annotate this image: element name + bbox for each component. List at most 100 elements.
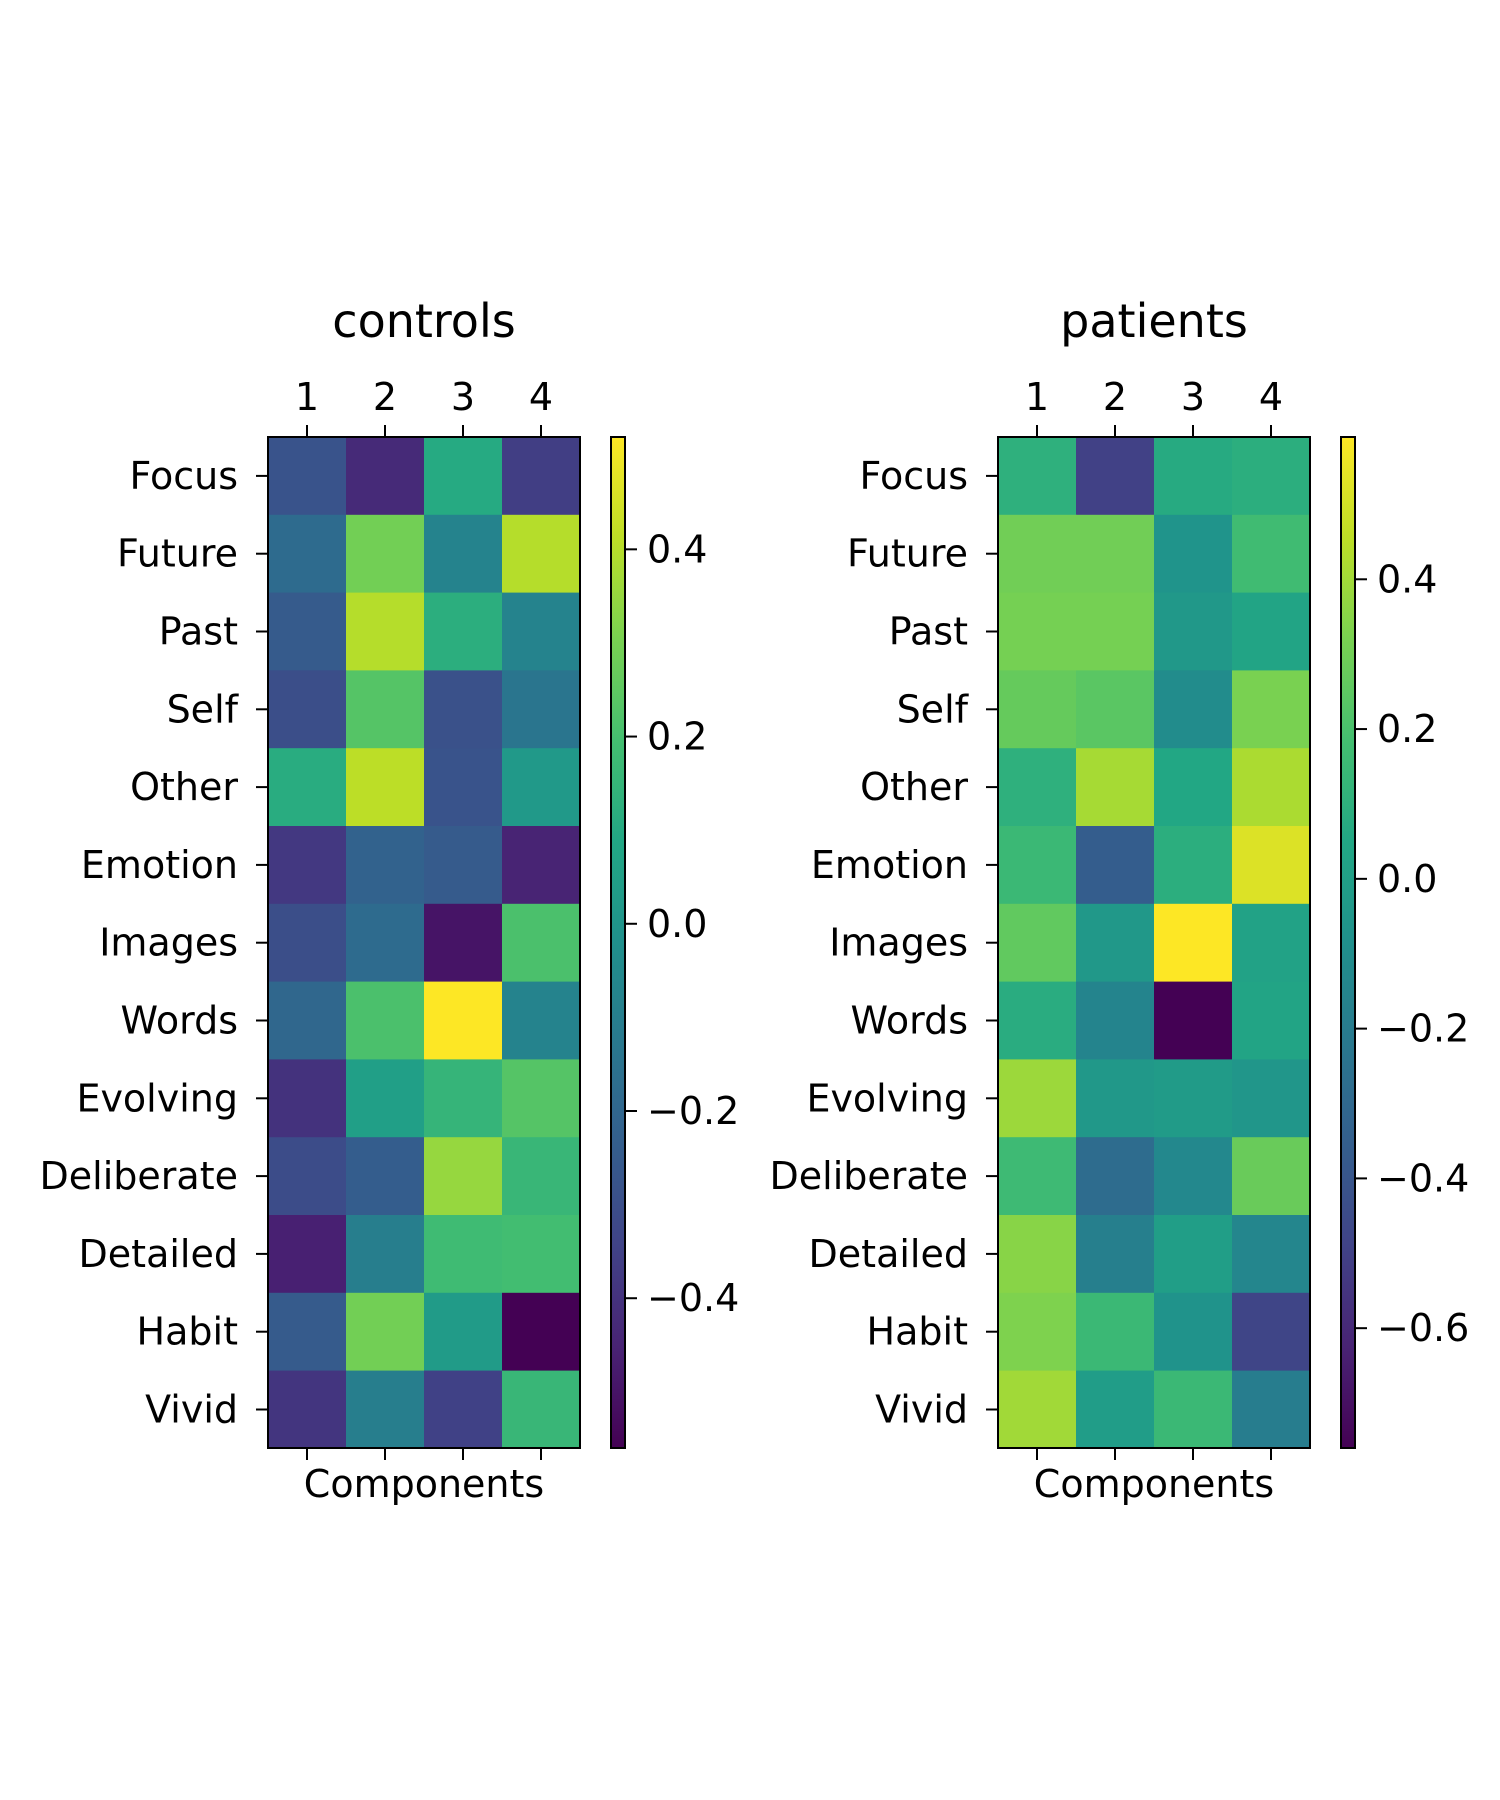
heatmap-cell bbox=[346, 1292, 425, 1372]
x-tick-label: 1 bbox=[295, 375, 319, 419]
heatmap-cell bbox=[502, 981, 581, 1060]
heatmap-cell bbox=[1076, 826, 1155, 905]
heatmap-cell bbox=[346, 903, 425, 983]
heatmap-cell bbox=[502, 903, 581, 983]
y-axis-ticks: Focus Future Past Self Other Emotion Images Wor… bbox=[770, 454, 998, 1432]
colorbar-gradient bbox=[1340, 436, 1356, 1449]
heatmap-cell bbox=[1076, 1215, 1155, 1294]
y-tick-label: Other bbox=[860, 765, 968, 809]
colorbar-tick-label: −0.2 bbox=[647, 1089, 739, 1133]
heatmap-cell bbox=[1232, 1292, 1311, 1372]
heatmap-cell bbox=[424, 592, 503, 671]
y-tick-label: Evolving bbox=[76, 1076, 238, 1120]
heatmap-cell bbox=[1076, 514, 1155, 594]
heatmap-cell bbox=[1076, 1370, 1155, 1449]
heatmap-cell bbox=[346, 592, 425, 671]
heatmap-cell bbox=[1076, 670, 1155, 749]
x-axis-ticks: 1 2 3 4 bbox=[295, 375, 553, 1460]
heatmap-cell bbox=[502, 592, 581, 671]
heatmap-cell bbox=[268, 1292, 347, 1372]
heatmap-cell bbox=[268, 1059, 347, 1138]
heatmap-cell bbox=[346, 1059, 425, 1138]
heatmap-cell bbox=[346, 1370, 425, 1449]
heatmap-cell bbox=[1154, 514, 1233, 594]
colorbar-tick-label: 0.2 bbox=[647, 715, 707, 759]
heatmap-cell bbox=[998, 748, 1077, 827]
y-tick-label: Habit bbox=[137, 1310, 238, 1354]
y-tick-label: Habit bbox=[867, 1310, 968, 1354]
x-tick-label: 1 bbox=[1025, 375, 1049, 419]
heatmap-cell bbox=[1076, 437, 1155, 516]
heatmap-cell bbox=[1232, 592, 1311, 671]
colorbar-tick-label: −0.4 bbox=[1377, 1156, 1469, 1200]
heatmap-cell bbox=[502, 1137, 581, 1216]
heatmap-cell bbox=[346, 1137, 425, 1216]
heatmap-cell bbox=[1154, 903, 1233, 983]
heatmap-cell bbox=[502, 1370, 581, 1449]
heatmap-cell bbox=[1076, 981, 1155, 1060]
y-tick-label: Past bbox=[889, 610, 968, 654]
colorbar-tick-label: −0.6 bbox=[1377, 1306, 1469, 1350]
heatmap-cell bbox=[424, 670, 503, 749]
heatmap-frame bbox=[267, 436, 581, 1449]
heatmap-cell bbox=[268, 1137, 347, 1216]
heatmap-cell bbox=[1154, 592, 1233, 671]
heatmap-cell bbox=[268, 670, 347, 749]
x-tick-label: 2 bbox=[373, 375, 397, 419]
colorbar-tick-label: −0.4 bbox=[647, 1276, 739, 1320]
y-tick-label: Emotion bbox=[81, 843, 238, 887]
colorbar-tick-label: 0.0 bbox=[1377, 857, 1437, 901]
y-tick-label: Self bbox=[897, 687, 970, 731]
y-tick-label: Detailed bbox=[79, 1232, 238, 1276]
heatmap-cell bbox=[1154, 670, 1233, 749]
heatmap-cell bbox=[1076, 592, 1155, 671]
y-tick-label: Focus bbox=[859, 454, 968, 498]
heatmap-cell bbox=[268, 981, 347, 1060]
heatmap-cell bbox=[1076, 748, 1155, 827]
heatmap-cell bbox=[424, 514, 503, 594]
x-axis-label: Components bbox=[304, 1462, 544, 1506]
heatmap-cell bbox=[424, 1370, 503, 1449]
colorbar-gradient bbox=[610, 436, 626, 1449]
heatmap-cell bbox=[346, 670, 425, 749]
y-tick-label: Other bbox=[130, 765, 238, 809]
heatmap-cell bbox=[1154, 1292, 1233, 1372]
heatmap-cell bbox=[424, 826, 503, 905]
y-tick-label: Vivid bbox=[145, 1388, 238, 1432]
colorbar-tick-label: 0.4 bbox=[647, 527, 707, 571]
y-tick-label: Past bbox=[159, 610, 238, 654]
heatmap-cell bbox=[1154, 1215, 1233, 1294]
heatmap-cell bbox=[424, 1059, 503, 1138]
heatmap-cell bbox=[1154, 981, 1233, 1060]
y-tick-label: Deliberate bbox=[40, 1154, 238, 1198]
chart-title: patients bbox=[1060, 294, 1248, 348]
chart-title: controls bbox=[332, 294, 515, 348]
heatmap-cell bbox=[502, 670, 581, 749]
heatmap-cell bbox=[1232, 514, 1311, 594]
heatmap-cell bbox=[998, 1370, 1077, 1449]
heatmap-cell bbox=[268, 903, 347, 983]
x-axis-label: Components bbox=[1034, 1462, 1274, 1506]
heatmap-cell bbox=[424, 903, 503, 983]
heatmap-cell bbox=[1232, 748, 1311, 827]
x-tick-label: 2 bbox=[1103, 375, 1127, 419]
heatmap-cell bbox=[1232, 1370, 1311, 1449]
heatmap-cell bbox=[1076, 903, 1155, 983]
heatmap-cell bbox=[268, 1215, 347, 1294]
heatmap-cell bbox=[268, 748, 347, 827]
heatmap-cell bbox=[268, 437, 347, 516]
heatmap-cell bbox=[1232, 1137, 1311, 1216]
heatmap-cell bbox=[998, 1137, 1077, 1216]
y-tick-label: Emotion bbox=[811, 843, 968, 887]
heatmap-cell bbox=[1154, 1137, 1233, 1216]
heatmap-cell bbox=[268, 592, 347, 671]
heatmap-cell bbox=[1232, 981, 1311, 1060]
heatmap-cell bbox=[346, 437, 425, 516]
heatmap-cell bbox=[346, 981, 425, 1060]
y-tick-label: Vivid bbox=[875, 1388, 968, 1432]
heatmap-cell bbox=[1154, 1059, 1233, 1138]
heatmap-cell bbox=[1154, 826, 1233, 905]
heatmap-cell bbox=[1076, 1292, 1155, 1372]
colorbar-tick-label: 0.4 bbox=[1377, 557, 1437, 601]
x-tick-label: 4 bbox=[529, 375, 553, 419]
